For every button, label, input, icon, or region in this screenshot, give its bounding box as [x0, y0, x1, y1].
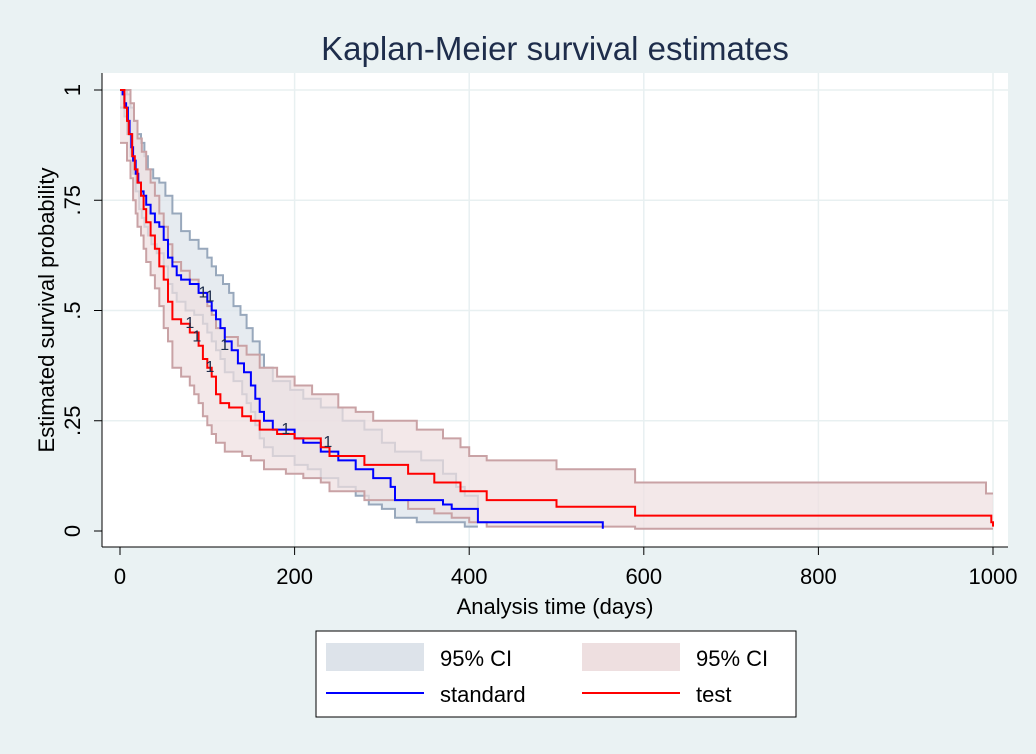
y-tick-label: 1 [60, 84, 85, 96]
legend-label-standard-ci: 95% CI [440, 646, 512, 671]
x-tick-label: 800 [800, 564, 837, 589]
censor-mark-test: 1 [192, 328, 201, 345]
y-tick-label: .5 [60, 301, 85, 319]
y-tick-label: 0 [60, 525, 85, 537]
legend-swatch-standard-ci [326, 643, 424, 671]
legend-box [315, 630, 797, 718]
legend: 95% CI 95% CI standard test [315, 630, 797, 718]
chart-title: Kaplan-Meier survival estimates [321, 30, 789, 67]
gridlines [102, 73, 1008, 547]
censor-mark-standard: 1 [323, 434, 332, 451]
x-axis-label: Analysis time (days) [457, 594, 654, 619]
censor-mark-standard: 1 [198, 284, 207, 301]
x-tick-label: 200 [276, 564, 313, 589]
legend-label-standard: standard [440, 682, 526, 707]
censor-mark-standard: 1 [220, 337, 229, 354]
ci-band-test [120, 90, 993, 529]
ci-upper-test [120, 89, 993, 495]
x-tick-label: 1000 [969, 564, 1018, 589]
censor-mark-test: 1 [185, 315, 194, 332]
y-axis-label: Estimated survival probability [34, 168, 59, 453]
legend-swatch-test-ci [582, 643, 680, 671]
x-tick-label: 400 [451, 564, 488, 589]
survival-line-test [120, 89, 994, 527]
censor-mark-standard: 1 [205, 289, 214, 306]
y-ticks: 0 .25 .5 .75 1 [60, 84, 102, 537]
legend-label-test-ci: 95% CI [696, 646, 768, 671]
censor-mark-standard: 1 [281, 421, 290, 438]
y-tick-label: .25 [60, 405, 85, 436]
legend-label-test: test [696, 682, 731, 707]
x-ticks: 0 200 400 600 800 1000 [114, 547, 1018, 589]
ci-lower-test [120, 141, 993, 530]
censor-mark-test: 1 [205, 359, 214, 376]
y-tick-label: .75 [60, 185, 85, 216]
x-tick-label: 0 [114, 564, 126, 589]
x-tick-label: 600 [625, 564, 662, 589]
survival-lines [120, 89, 994, 529]
